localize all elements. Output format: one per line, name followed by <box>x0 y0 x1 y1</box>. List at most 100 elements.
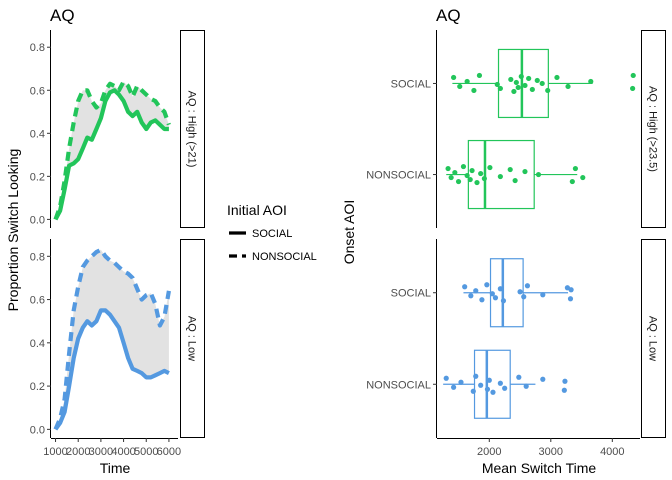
data-point <box>526 75 532 82</box>
data-point <box>490 389 496 395</box>
data-point <box>451 74 457 81</box>
left-y-axis-label: Proportion Switch Looking <box>5 149 21 312</box>
series-line-nonsocial <box>53 247 171 431</box>
x-tick-label: 2000 <box>477 446 501 458</box>
data-point <box>452 169 458 176</box>
data-point <box>462 284 468 290</box>
data-point <box>630 85 636 92</box>
category-label-social: SOCIAL <box>391 78 431 90</box>
y-tick-label: 0.8 <box>30 42 45 54</box>
series-line-nonsocial <box>53 79 171 221</box>
data-point <box>460 163 467 170</box>
data-point <box>497 380 503 386</box>
y-tick-label: 0.8 <box>30 251 45 263</box>
ribbon-0 <box>55 81 169 220</box>
right-chart-title: AQ <box>436 6 461 25</box>
data-point <box>464 172 470 179</box>
x-tick-label: 4000 <box>111 446 135 458</box>
data-point <box>539 80 545 87</box>
data-point <box>562 378 568 384</box>
left-chart: AQ 0.0 0.2 0.4 0.6 0.8 AQ : High (>21) 0.0 0.2… <box>5 6 205 476</box>
y-tick-label: 0.6 <box>30 295 45 307</box>
data-point <box>511 88 517 95</box>
y-tick-label: 0.4 <box>30 128 45 140</box>
data-point <box>468 293 474 299</box>
data-point <box>497 85 503 92</box>
left-facet-high: 0.0 0.2 0.4 0.6 0.8 AQ : High (>21) <box>30 30 205 228</box>
data-point <box>455 178 462 185</box>
facet-strip <box>180 30 205 228</box>
data-point <box>540 292 546 298</box>
data-point <box>518 73 524 80</box>
data-point <box>580 174 586 181</box>
x-tick-label: 5000 <box>134 446 158 458</box>
x-tick-label: 3000 <box>89 446 113 458</box>
data-point <box>515 84 521 91</box>
data-point <box>464 78 470 85</box>
y-tick-label: 0.2 <box>30 171 45 183</box>
x-tick-label: 3000 <box>539 446 563 458</box>
legend-label-nonsocial: NONSOCIAL <box>252 251 317 263</box>
right-facet-low: SOCIAL NONSOCIAL AQ : Low <box>366 239 666 438</box>
data-point <box>476 72 483 79</box>
data-point <box>524 283 531 289</box>
data-point <box>484 386 491 392</box>
data-point <box>572 165 579 172</box>
right-facet-high: SOCIAL NONSOCIAL AQ : High (>23.5) <box>366 30 666 228</box>
left-facet-low: 0.0 0.2 0.4 0.6 0.8 AQ : Low <box>30 239 205 438</box>
data-point <box>516 374 522 380</box>
data-point <box>471 87 477 94</box>
category-label-social: SOCIAL <box>391 288 431 300</box>
data-point <box>569 178 575 185</box>
data-point <box>568 287 574 293</box>
y-tick-label: 0.2 <box>30 381 45 393</box>
data-point <box>540 376 546 382</box>
data-point <box>474 179 480 186</box>
y-tick-label: 0.4 <box>30 338 45 350</box>
data-point <box>508 76 514 83</box>
data-point <box>497 173 503 180</box>
data-point <box>497 286 503 292</box>
data-point <box>517 289 523 295</box>
left-x-axis-label: Time <box>100 460 131 476</box>
y-tick-label: 0.0 <box>30 214 45 226</box>
data-point <box>470 388 476 394</box>
data-point <box>484 282 490 288</box>
facet-strip <box>180 239 205 438</box>
data-point <box>492 295 499 301</box>
data-point <box>458 379 464 385</box>
facet-strip <box>641 239 666 438</box>
right-x-axis-label: Mean Switch Time <box>482 460 597 476</box>
data-point <box>512 177 518 184</box>
legend-title: Initial AOI <box>227 202 287 218</box>
data-point <box>630 72 636 79</box>
right-x-axis: 2000 3000 4000 <box>437 438 640 458</box>
data-point <box>567 296 574 302</box>
x-tick-label: 1000 <box>43 446 67 458</box>
data-point <box>513 79 519 86</box>
right-y-axis-label: Onset AOI <box>341 200 357 265</box>
data-point <box>534 77 540 84</box>
category-label-nonsocial: NONSOCIAL <box>366 170 431 182</box>
data-point <box>486 377 492 383</box>
data-point <box>445 165 451 172</box>
data-point <box>507 166 513 173</box>
x-tick-label: 4000 <box>600 446 624 458</box>
data-point <box>502 385 508 391</box>
data-point <box>443 375 449 381</box>
data-point <box>481 175 487 182</box>
data-point <box>473 373 479 379</box>
data-point <box>561 387 567 393</box>
data-point <box>554 74 560 81</box>
data-point <box>473 288 479 294</box>
data-point <box>523 383 529 389</box>
left-chart-title: AQ <box>50 6 75 25</box>
facet-strip <box>641 30 666 228</box>
data-point <box>529 86 535 93</box>
data-point <box>500 298 507 304</box>
facet-strip-label: AQ : High (>21) <box>186 91 198 168</box>
data-point <box>478 170 484 177</box>
data-point <box>469 167 475 174</box>
facet-strip-label: AQ : Low <box>647 316 659 361</box>
